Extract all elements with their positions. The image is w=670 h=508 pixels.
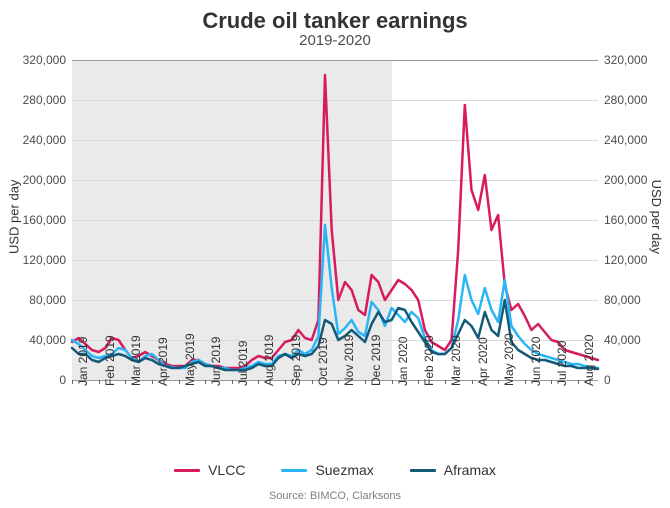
x-tick-mark xyxy=(525,380,526,384)
source-attribution: Source: BIMCO, Clarksons xyxy=(0,490,670,502)
series-vlcc xyxy=(72,75,598,368)
x-tick-mark xyxy=(285,380,286,384)
y-tick-right: 160,000 xyxy=(604,213,647,227)
legend-label-vlcc: VLCC xyxy=(208,462,245,478)
x-tick-label: Jan 2019 xyxy=(76,337,90,386)
x-tick-label: Oct 2019 xyxy=(316,337,330,386)
plot-area: 0040,00040,00080,00080,000120,000120,000… xyxy=(72,60,598,380)
y-axis-label-left: USD per day xyxy=(7,180,22,254)
y-tick-right: 80,000 xyxy=(604,293,641,307)
x-tick-label: Aug 2020 xyxy=(582,335,596,386)
x-tick-label: Aug 2019 xyxy=(262,335,276,386)
y-tick-right: 240,000 xyxy=(604,133,647,147)
y-tick-left: 240,000 xyxy=(23,133,66,147)
y-axis-label-right: USD per day xyxy=(649,180,664,254)
x-tick-mark xyxy=(312,380,313,384)
x-tick-mark xyxy=(125,380,126,384)
legend-label-suezmax: Suezmax xyxy=(315,462,373,478)
x-tick-label: Jun 2019 xyxy=(209,337,223,386)
x-tick-label: Sep 2019 xyxy=(289,335,303,386)
x-tick-label: Nov 2019 xyxy=(342,335,356,386)
x-tick-label: Mar 2020 xyxy=(449,335,463,386)
x-tick-mark xyxy=(445,380,446,384)
y-tick-left: 80,000 xyxy=(29,293,66,307)
x-tick-mark xyxy=(179,380,180,384)
x-tick-label: Jun 2020 xyxy=(529,337,543,386)
series-svg xyxy=(72,60,598,380)
legend-swatch-vlcc xyxy=(174,469,200,472)
y-tick-left: 0 xyxy=(59,373,66,387)
x-tick-label: Jan 2020 xyxy=(396,337,410,386)
legend-item-suezmax: Suezmax xyxy=(281,462,373,478)
x-tick-mark xyxy=(418,380,419,384)
y-tick-right: 320,000 xyxy=(604,53,647,67)
x-tick-label: May 2019 xyxy=(183,333,197,386)
y-tick-right: 120,000 xyxy=(604,253,647,267)
x-tick-mark xyxy=(99,380,100,384)
y-tick-right: 40,000 xyxy=(604,333,641,347)
legend-swatch-aframax xyxy=(410,469,436,472)
x-tick-label: Mar 2019 xyxy=(129,335,143,386)
series-suezmax xyxy=(72,225,598,370)
x-tick-label: Feb 2020 xyxy=(422,335,436,386)
x-tick-mark xyxy=(365,380,366,384)
x-tick-mark xyxy=(472,380,473,384)
legend: VLCC Suezmax Aframax xyxy=(0,462,670,478)
plot-border xyxy=(72,380,598,381)
x-tick-label: Apr 2020 xyxy=(476,337,490,386)
y-tick-right: 200,000 xyxy=(604,173,647,187)
x-tick-mark xyxy=(152,380,153,384)
y-tick-left: 200,000 xyxy=(23,173,66,187)
x-tick-mark xyxy=(392,380,393,384)
x-tick-mark xyxy=(232,380,233,384)
chart-container: Crude oil tanker earnings 2019-2020 USD … xyxy=(0,0,670,508)
y-tick-right: 280,000 xyxy=(604,93,647,107)
x-tick-mark xyxy=(258,380,259,384)
x-tick-mark xyxy=(551,380,552,384)
chart-subtitle: 2019-2020 xyxy=(0,32,670,49)
y-tick-left: 120,000 xyxy=(23,253,66,267)
x-tick-mark xyxy=(498,380,499,384)
y-tick-left: 40,000 xyxy=(29,333,66,347)
x-tick-label: Apr 2019 xyxy=(156,337,170,386)
legend-swatch-suezmax xyxy=(281,469,307,472)
x-tick-mark xyxy=(72,380,73,384)
legend-item-vlcc: VLCC xyxy=(174,462,245,478)
x-tick-mark xyxy=(205,380,206,384)
x-tick-mark xyxy=(578,380,579,384)
legend-label-aframax: Aframax xyxy=(444,462,496,478)
legend-item-aframax: Aframax xyxy=(410,462,496,478)
y-tick-left: 280,000 xyxy=(23,93,66,107)
x-tick-mark xyxy=(338,380,339,384)
y-tick-left: 160,000 xyxy=(23,213,66,227)
chart-title: Crude oil tanker earnings xyxy=(0,0,670,34)
x-tick-label: Jul 2019 xyxy=(236,341,250,386)
x-tick-label: Feb 2019 xyxy=(103,335,117,386)
y-tick-right: 0 xyxy=(604,373,611,387)
x-tick-label: May 2020 xyxy=(502,333,516,386)
y-tick-left: 320,000 xyxy=(23,53,66,67)
plot-border xyxy=(72,60,598,61)
x-tick-label: Dec 2019 xyxy=(369,335,383,386)
x-tick-label: Jul 2020 xyxy=(555,341,569,386)
